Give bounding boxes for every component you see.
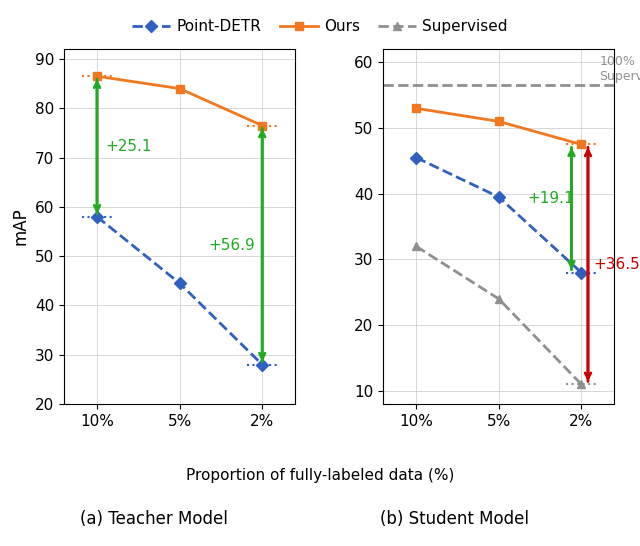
Legend: Point-DETR, Ours, Supervised: Point-DETR, Ours, Supervised: [126, 13, 514, 40]
Text: +25.1: +25.1: [106, 139, 152, 154]
Text: +56.9: +56.9: [209, 238, 255, 253]
Text: Proportion of fully-labeled data (%): Proportion of fully-labeled data (%): [186, 467, 454, 483]
Text: +36.5: +36.5: [594, 257, 640, 272]
Text: (a) Teacher Model: (a) Teacher Model: [79, 510, 228, 527]
Text: +19.1: +19.1: [527, 191, 574, 206]
Text: 100%
Supervised: 100% Supervised: [600, 55, 640, 84]
Text: (b) Student Model: (b) Student Model: [380, 510, 529, 527]
Y-axis label: mAP: mAP: [12, 207, 29, 246]
